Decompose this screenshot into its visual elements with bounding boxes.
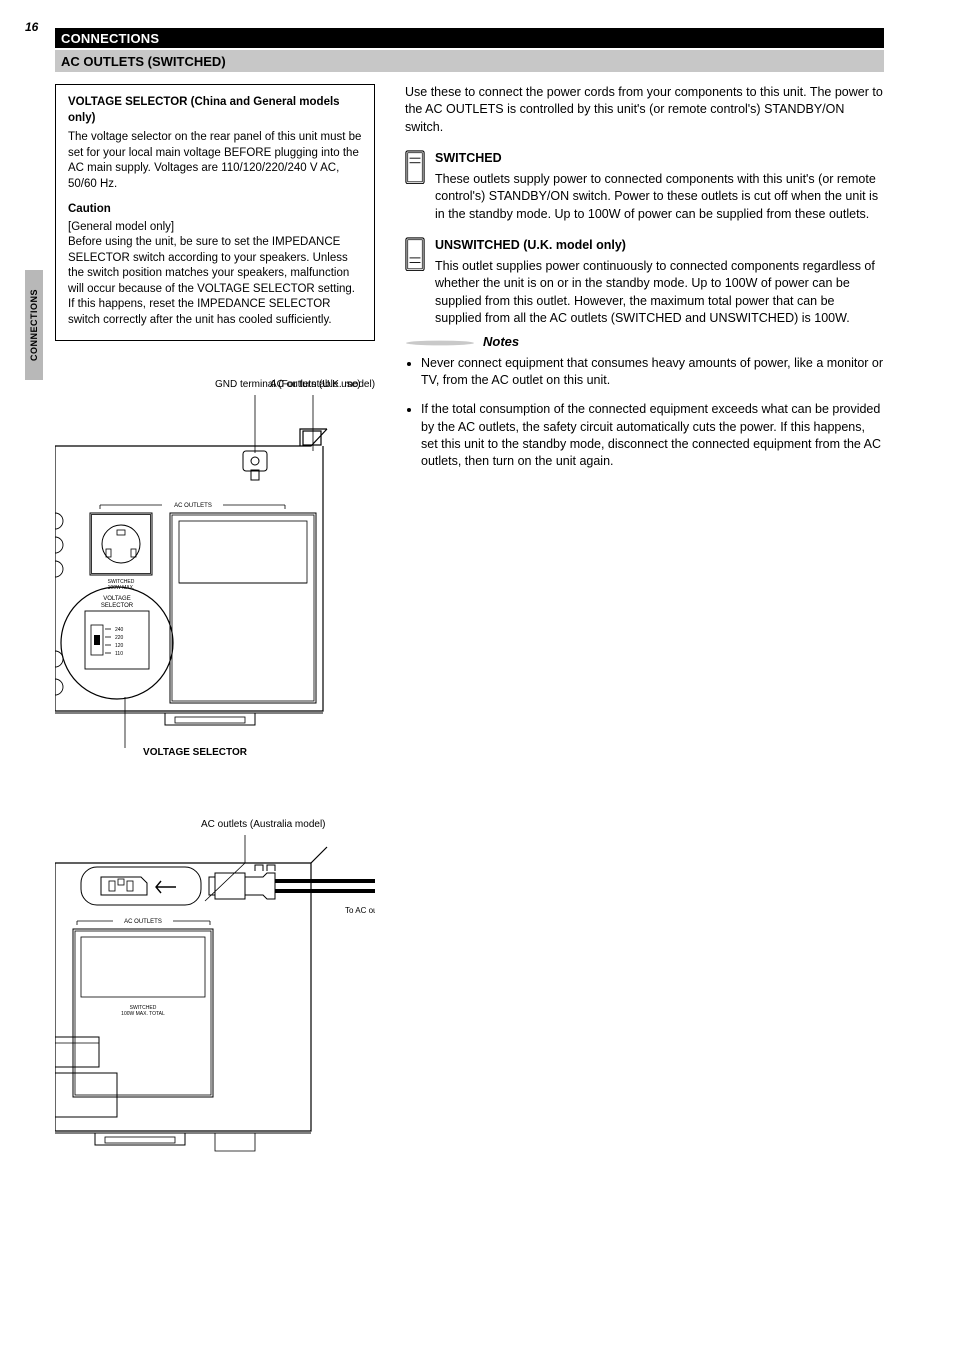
svg-text:To AC outlet: To AC outlet xyxy=(345,906,375,915)
intro-paragraph: Use these to connect the power cords fro… xyxy=(405,84,884,136)
unswitched-outlet-name: UNSWITCHED (U.K. model only) xyxy=(435,237,884,254)
caution-body: [General model only] Before using the un… xyxy=(68,220,362,329)
note-item: If the total consumption of the connecte… xyxy=(421,401,884,470)
rear-panel-svg-au: To AC outlet AC OUTLETS SWITCHED 100W MA… xyxy=(55,821,375,1161)
svg-text:240: 240 xyxy=(115,627,124,633)
voltage-box-body: The voltage selector on the rear panel o… xyxy=(68,130,362,192)
diagram-label-ac-outlets-uk: AC outlets (U.K. model) xyxy=(270,379,375,390)
svg-text:110: 110 xyxy=(115,651,123,657)
switched-outlet-body: These outlets supply power to connected … xyxy=(435,171,884,223)
notes-list: Never connect equipment that consumes he… xyxy=(405,355,884,471)
switched-outlet-name: SWITCHED xyxy=(435,150,884,167)
voltage-selector-note: VOLTAGE SELECTOR (China and General mode… xyxy=(55,84,375,341)
svg-text:SELECTOR: SELECTOR xyxy=(101,603,134,609)
svg-text:220: 220 xyxy=(115,635,124,641)
note-item: Never connect equipment that consumes he… xyxy=(421,355,884,390)
subsection-header-ac-outlets: AC OUTLETS (SWITCHED) xyxy=(55,50,884,72)
diagram-australia-model: AC outlets (Australia model) xyxy=(55,821,375,1161)
unswitched-outlet-icon xyxy=(405,237,425,277)
notes-underline-icon xyxy=(405,333,475,351)
notes-label: Notes xyxy=(483,333,519,351)
page-number: 16 xyxy=(25,20,38,34)
diagram-label-ac-outlets-au: AC outlets (Australia model) xyxy=(201,819,326,830)
voltage-box-title: VOLTAGE SELECTOR (China and General mode… xyxy=(68,95,362,126)
caution-label: Caution xyxy=(68,202,362,218)
side-tab-connections: CONNECTIONS xyxy=(25,270,43,380)
section-header-connections: CONNECTIONS xyxy=(55,28,884,48)
svg-text:120: 120 xyxy=(115,643,124,649)
svg-text:AC OUTLETS: AC OUTLETS xyxy=(124,919,162,925)
rear-panel-svg-uk: AC OUTLETS SWITCHED xyxy=(55,381,355,761)
svg-text:100W MAX. TOTAL: 100W MAX. TOTAL xyxy=(121,1011,165,1017)
svg-text:AC OUTLETS: AC OUTLETS xyxy=(174,503,212,509)
diagram-uk-model: GND terminal (For turntable use) AC outl… xyxy=(55,381,375,771)
switched-outlet-icon xyxy=(405,150,425,190)
diagram-callout-voltage-selector: VOLTAGE SELECTOR xyxy=(95,747,295,758)
svg-text:VOLTAGE: VOLTAGE xyxy=(103,596,130,602)
unswitched-outlet-body: This outlet supplies power continuously … xyxy=(435,258,884,327)
